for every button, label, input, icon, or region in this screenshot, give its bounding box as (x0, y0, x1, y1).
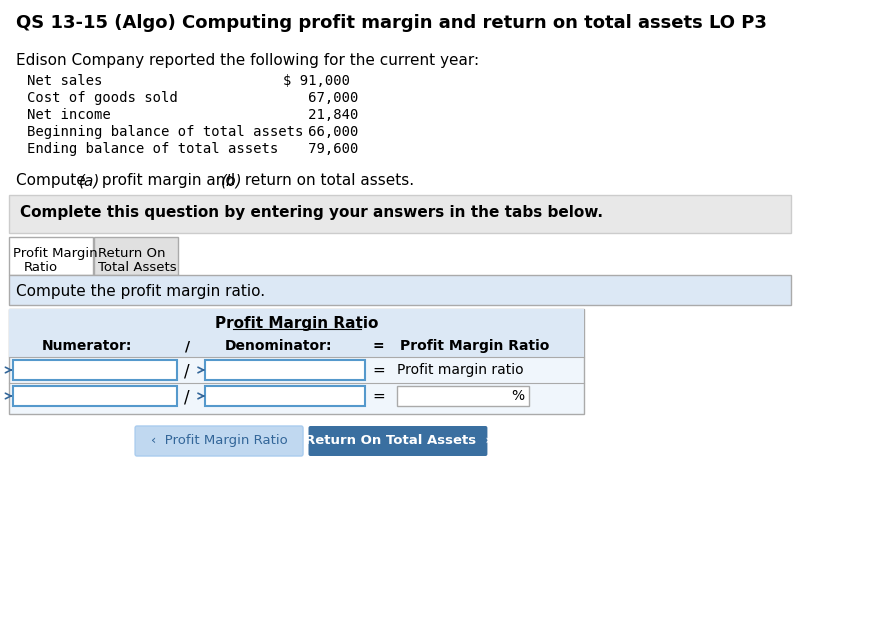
Text: Net income: Net income (27, 108, 111, 122)
Text: Return On: Return On (97, 247, 165, 260)
FancyBboxPatch shape (135, 426, 303, 456)
Text: (b): (b) (221, 173, 242, 188)
Text: (a): (a) (78, 173, 100, 188)
Text: Profit Margin: Profit Margin (12, 247, 97, 260)
Text: profit margin and: profit margin and (97, 173, 239, 188)
Text: Ratio: Ratio (24, 261, 58, 274)
Text: Compute the profit margin ratio.: Compute the profit margin ratio. (17, 284, 265, 299)
Text: Profit Margin Ratio: Profit Margin Ratio (214, 316, 378, 331)
Text: %: % (511, 389, 525, 403)
Text: Ending balance of total assets: Ending balance of total assets (27, 142, 278, 156)
FancyBboxPatch shape (9, 333, 584, 357)
Text: /: / (184, 339, 190, 353)
Text: Profit margin ratio: Profit margin ratio (397, 363, 523, 377)
Text: 67,000: 67,000 (283, 91, 358, 105)
Text: Denominator:: Denominator: (224, 339, 331, 353)
Text: Compute: Compute (17, 173, 91, 188)
Text: Cost of goods sold: Cost of goods sold (27, 91, 178, 105)
Text: Complete this question by entering your answers in the tabs below.: Complete this question by entering your … (20, 205, 602, 220)
FancyBboxPatch shape (9, 309, 584, 333)
Text: ‹  Profit Margin Ratio: ‹ Profit Margin Ratio (151, 434, 287, 447)
Text: 21,840: 21,840 (283, 108, 358, 122)
FancyBboxPatch shape (397, 386, 529, 406)
Text: QS 13-15 (Algo) Computing profit margin and return on total assets LO P3: QS 13-15 (Algo) Computing profit margin … (17, 14, 766, 32)
FancyBboxPatch shape (9, 195, 790, 233)
FancyBboxPatch shape (94, 237, 178, 275)
Text: 66,000: 66,000 (283, 125, 358, 139)
FancyBboxPatch shape (206, 386, 365, 406)
Text: 79,600: 79,600 (283, 142, 358, 156)
Text: Beginning balance of total assets: Beginning balance of total assets (27, 125, 303, 139)
Text: Profit Margin Ratio: Profit Margin Ratio (400, 339, 548, 353)
Text: Net sales: Net sales (27, 74, 103, 88)
Text: =: = (372, 339, 385, 353)
FancyBboxPatch shape (206, 360, 365, 380)
Text: Return On Total Assets  ›: Return On Total Assets › (305, 434, 490, 447)
FancyBboxPatch shape (308, 426, 486, 456)
Text: /: / (184, 389, 190, 407)
FancyBboxPatch shape (12, 360, 177, 380)
Text: =: = (372, 389, 385, 404)
FancyBboxPatch shape (12, 386, 177, 406)
Text: $ 91,000: $ 91,000 (283, 74, 350, 88)
Text: /: / (184, 363, 190, 381)
FancyBboxPatch shape (9, 275, 790, 305)
Text: Total Assets: Total Assets (97, 261, 176, 274)
Text: Edison Company reported the following for the current year:: Edison Company reported the following fo… (17, 53, 479, 68)
Text: =: = (372, 363, 385, 378)
FancyBboxPatch shape (9, 309, 584, 414)
FancyBboxPatch shape (9, 237, 93, 275)
Text: return on total assets.: return on total assets. (240, 173, 414, 188)
Text: Numerator:: Numerator: (42, 339, 132, 353)
